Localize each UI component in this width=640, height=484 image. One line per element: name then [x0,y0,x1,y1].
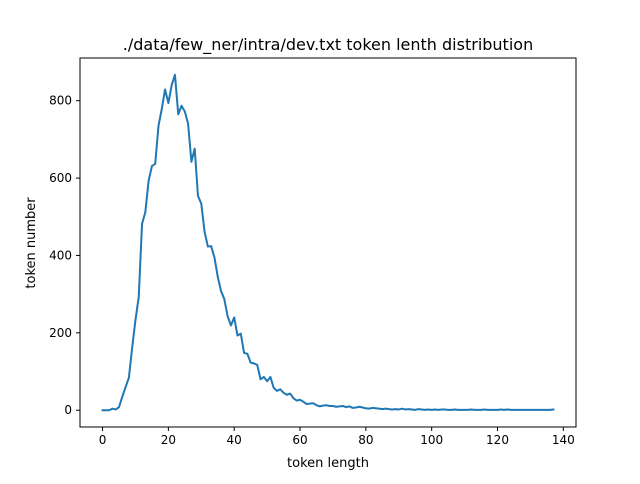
y-tick-label: 400 [49,248,72,262]
chart-title: ./data/few_ner/intra/dev.txt token lenth… [123,35,533,55]
y-tick-label: 0 [64,403,72,417]
x-tick-label: 140 [552,433,575,447]
x-tick-label: 0 [99,433,107,447]
y-tick-label: 200 [49,326,72,340]
x-axis-label: token length [287,456,369,471]
y-tick-label: 600 [49,171,72,185]
plot-area: 0 20 40 60 80 100 120 140 0 200 400 600 800 [49,57,577,447]
y-tick-label: 800 [49,94,72,108]
axes-frame [79,57,577,428]
x-tick-label: 40 [227,433,242,447]
series-line-0 [101,73,555,412]
x-tick-label: 60 [292,433,307,447]
x-tick-label: 20 [161,433,176,447]
x-tick-label: 80 [358,433,373,447]
x-tick-label: 120 [486,433,509,447]
x-tick-label: 100 [420,433,443,447]
y-axis-label: token number [24,197,39,289]
